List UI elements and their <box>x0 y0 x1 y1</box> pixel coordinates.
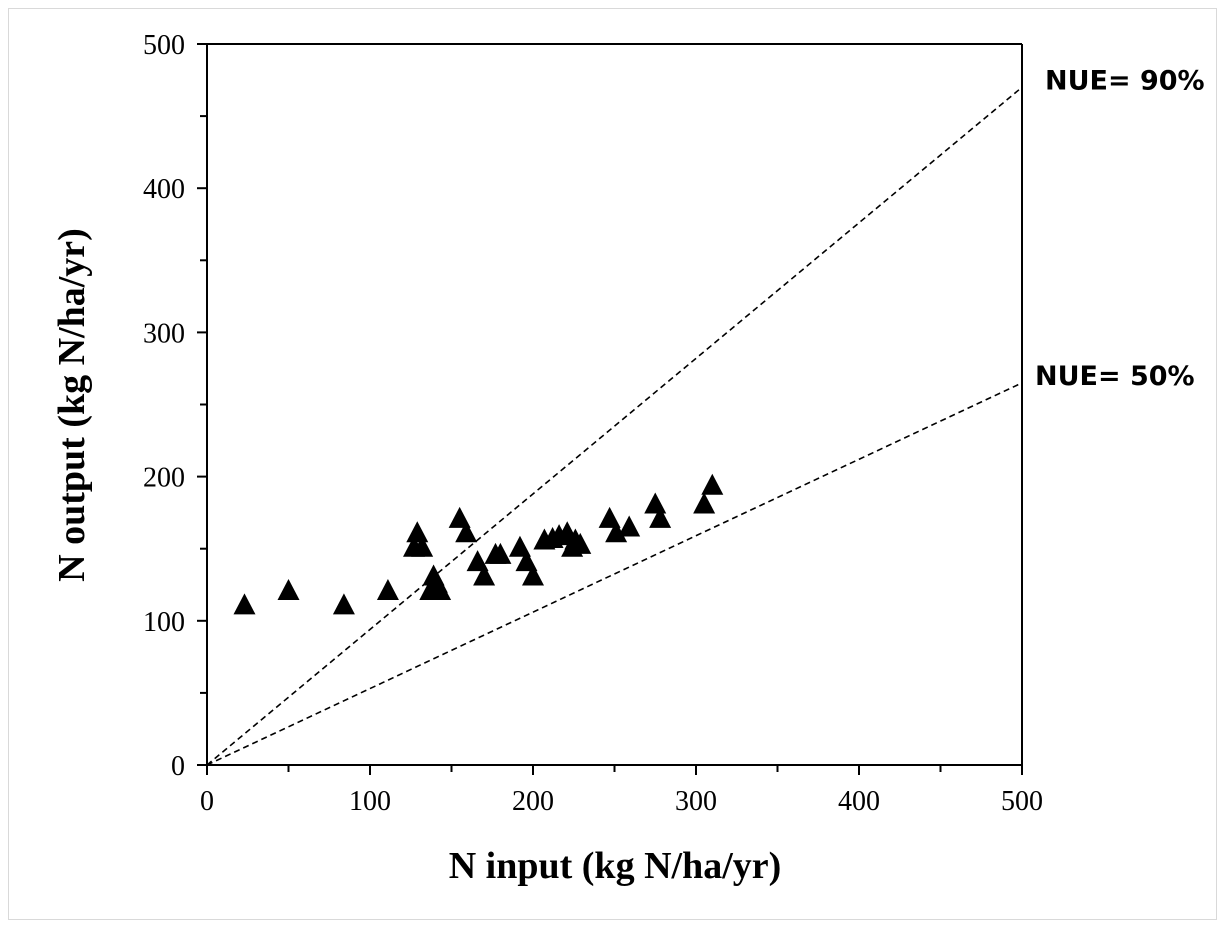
y-tick-label: 400 <box>143 174 185 205</box>
data-point <box>376 578 399 600</box>
data-point <box>473 564 496 586</box>
x-tick-label: 200 <box>512 786 554 817</box>
data-point <box>233 593 256 615</box>
data-point <box>332 593 355 615</box>
data-point <box>448 506 471 528</box>
data-point <box>277 578 300 600</box>
reference-line-labels: NUE= 90% NUE= 50% <box>1035 65 1205 392</box>
data-point <box>466 550 489 572</box>
data-point <box>701 473 724 495</box>
x-tick-label: 400 <box>838 786 880 817</box>
reference-line-2 <box>206 382 1023 766</box>
data-point <box>515 550 538 572</box>
data-points <box>233 473 724 615</box>
data-point <box>644 492 667 514</box>
data-point <box>618 515 641 537</box>
x-tick-label: 500 <box>1001 786 1043 817</box>
y-tick-label: 100 <box>143 607 185 638</box>
y-tick-label: 300 <box>143 318 185 349</box>
data-point <box>605 521 628 543</box>
y-tick-label: 0 <box>171 751 185 782</box>
reference-lines <box>206 86 1023 766</box>
x-tick-label: 300 <box>675 786 717 817</box>
data-point <box>429 578 452 600</box>
data-point <box>569 532 592 554</box>
x-axis-title: N input (kg N/ha/yr) <box>449 845 782 887</box>
chart-frame <box>8 8 1217 920</box>
data-point <box>455 521 478 543</box>
data-point <box>406 521 429 543</box>
data-point <box>489 542 512 564</box>
y-axis-title: N output (kg N/ha/yr) <box>51 228 93 582</box>
data-point <box>693 492 716 514</box>
data-point <box>649 506 672 528</box>
x-tick-label: 0 <box>200 786 214 817</box>
data-point <box>522 564 544 586</box>
data-point <box>598 506 621 528</box>
x-tick-label: 100 <box>349 786 391 817</box>
data-point <box>411 535 434 557</box>
axis-ticks <box>197 43 1023 775</box>
reference-line-1 <box>206 86 1023 766</box>
y-tick-label: 500 <box>143 30 185 61</box>
data-point <box>508 535 531 557</box>
reference-label-1: NUE= 90% <box>1045 65 1205 96</box>
y-tick-label: 200 <box>143 463 185 494</box>
reference-label-2: NUE= 50% <box>1035 361 1195 392</box>
tick-labels: 0 100 200 300 400 500 0 100 200 300 400 500 <box>143 30 1043 817</box>
